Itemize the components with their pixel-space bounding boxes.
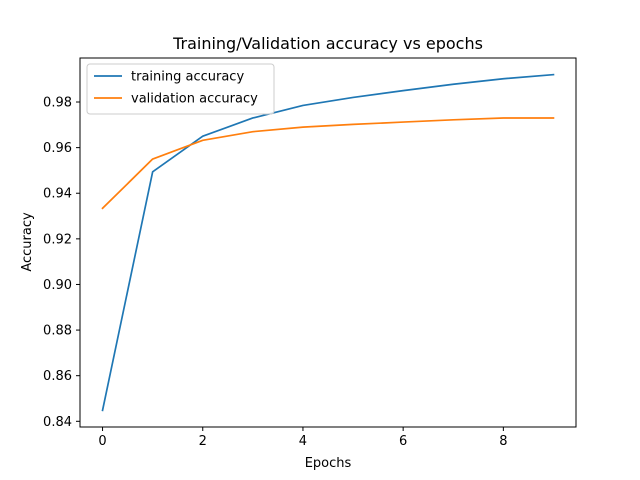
legend: training accuracy validation accuracy [86,63,275,115]
y-tick-label: 0.88 [43,324,72,339]
axes-frame [79,57,577,428]
y-tick-label: 0.96 [43,141,72,156]
y-tick-label: 0.94 [43,187,72,202]
plot-area [101,73,555,412]
y-tick-label: 0.84 [43,415,72,430]
x-tick-label: 0 [98,434,106,449]
y-tick-label: 0.86 [43,369,72,384]
y-tick-label: 0.98 [43,96,72,111]
x-tick-label: 4 [299,434,307,449]
y-axis-ticks: 0.84 0.86 0.88 0.90 0.92 0.94 0.96 0.98 [43,96,80,430]
chart-title: Training/Validation accuracy vs epochs [172,34,483,53]
x-axis-label: Epochs [305,456,352,471]
x-axis-ticks: 0 2 4 6 8 [98,427,507,449]
series-line-training [101,73,555,412]
x-tick-label: 6 [399,434,407,449]
series-line-validation [101,117,555,210]
legend-label: training accuracy [131,70,244,85]
y-tick-label: 0.92 [43,232,72,247]
y-axis-label: Accuracy [20,212,35,272]
y-tick-label: 0.90 [43,278,72,293]
legend-box [86,63,275,115]
x-tick-label: 2 [199,434,207,449]
legend-label: validation accuracy [131,92,258,107]
x-tick-label: 8 [499,434,507,449]
